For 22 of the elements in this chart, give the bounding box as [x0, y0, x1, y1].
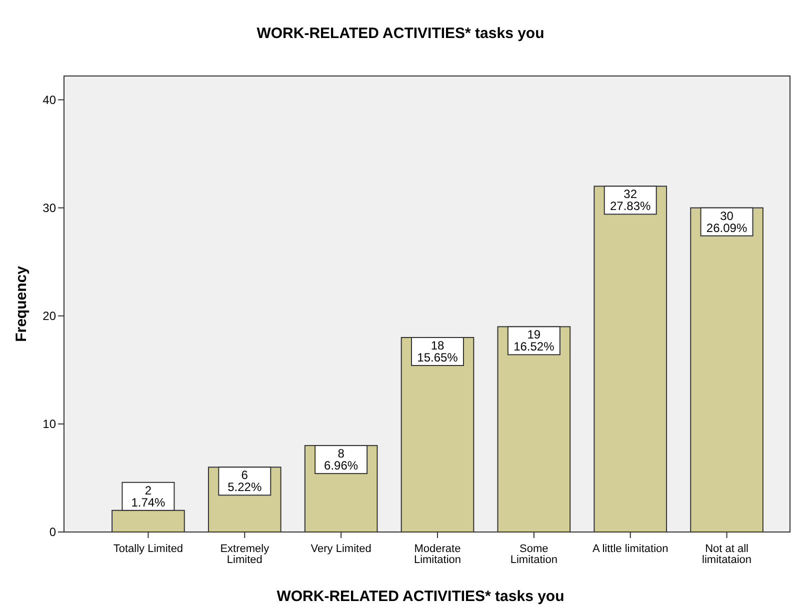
data-label: 32 27.83%: [610, 187, 652, 214]
x-tick-label: Moderate Limitation: [414, 543, 462, 566]
x-tick-label: Very Limited: [310, 543, 372, 555]
x-tick-label: Extremely Limited: [220, 543, 270, 566]
data-label: 2 1.74%: [131, 483, 166, 510]
data-label: 8 6.96%: [324, 446, 358, 473]
y-tick-label: 40: [42, 92, 56, 107]
x-axis-title: WORK-RELATED ACTIVITIES* tasks you: [276, 588, 564, 605]
x-tick-label: A little limitation: [592, 543, 668, 555]
y-tick-label: 10: [42, 417, 56, 432]
x-tick-label: Some Limitation: [510, 543, 558, 566]
x-tick-label: Not at all limitataion: [702, 543, 752, 566]
y-axis-title: Frequency: [13, 265, 30, 342]
data-label: 30 26.09%: [706, 208, 748, 235]
chart-title: WORK-RELATED ACTIVITIES* tasks you: [256, 25, 544, 42]
y-tick-label: 30: [42, 201, 56, 216]
data-label: 19 16.52%: [514, 328, 555, 354]
y-tick-label: 0: [49, 525, 56, 540]
data-label: 6 5.22%: [228, 468, 262, 494]
y-tick-label: 20: [42, 309, 56, 324]
data-label: 18 15.65%: [417, 338, 458, 364]
x-tick-label: Totally Limited: [113, 543, 184, 555]
